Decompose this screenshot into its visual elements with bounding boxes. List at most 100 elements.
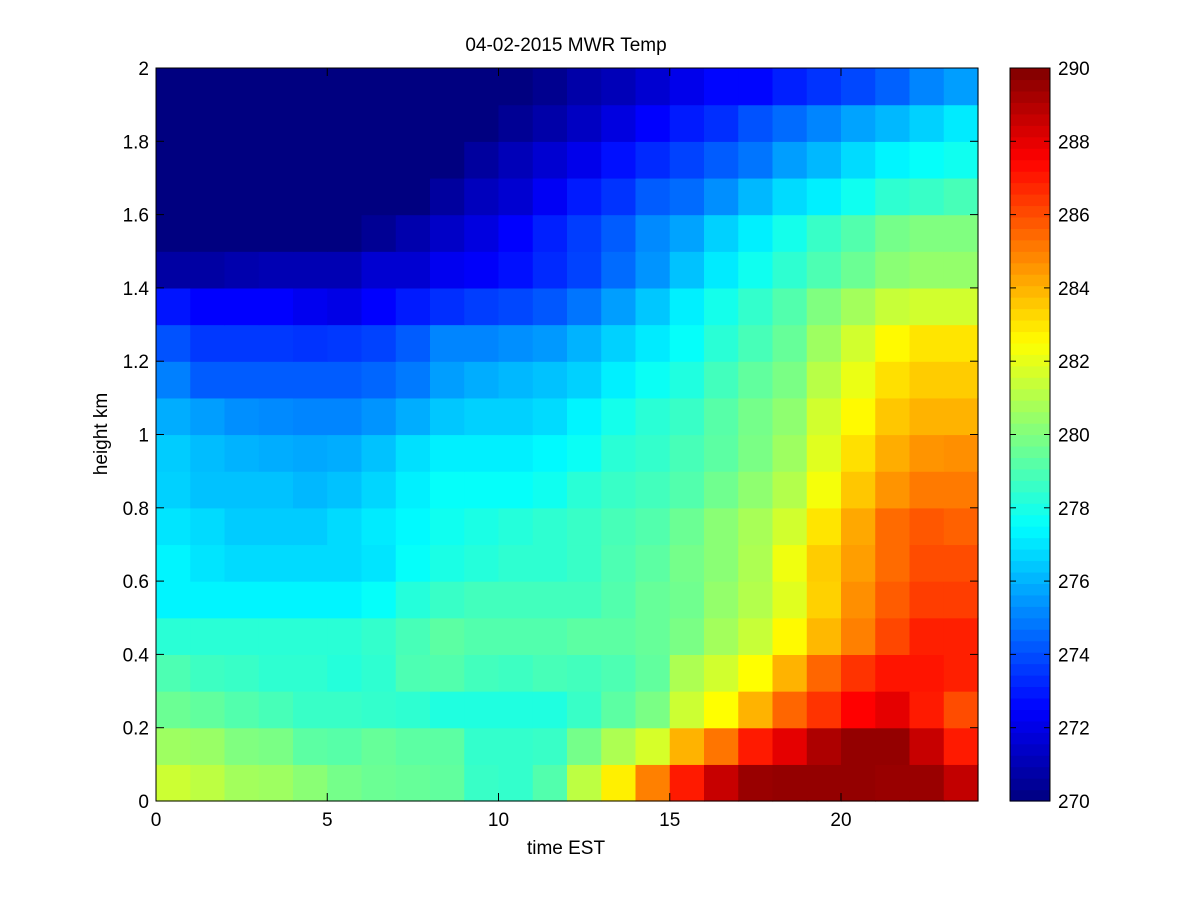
colorbar-band bbox=[1010, 537, 1050, 550]
heatmap-cell bbox=[361, 177, 397, 216]
heatmap-cell bbox=[395, 507, 431, 546]
heatmap-cell bbox=[772, 654, 808, 692]
colorbar-band bbox=[1010, 617, 1050, 630]
heatmap-cell bbox=[738, 104, 774, 142]
heatmap-cell bbox=[430, 68, 465, 106]
heatmap-cell bbox=[498, 617, 534, 655]
heatmap-cell bbox=[327, 397, 363, 436]
colorbar-band bbox=[1010, 205, 1050, 218]
heatmap-cell bbox=[704, 581, 739, 619]
heatmap-cell bbox=[190, 361, 226, 399]
heatmap-cell bbox=[704, 691, 739, 729]
heatmap-cell bbox=[498, 214, 534, 252]
heatmap-cell bbox=[395, 104, 431, 142]
colorbar-band bbox=[1010, 640, 1050, 653]
heatmap-cell bbox=[258, 141, 294, 179]
colorbar-band bbox=[1010, 503, 1050, 516]
heatmap-cell bbox=[293, 251, 328, 289]
heatmap-cell bbox=[395, 764, 431, 802]
heatmap-cell bbox=[909, 214, 945, 252]
heatmap-cell bbox=[601, 691, 637, 729]
heatmap-cell bbox=[395, 324, 431, 362]
heatmap-cell bbox=[635, 507, 671, 546]
heatmap-cell bbox=[532, 324, 568, 362]
x-tick-label: 20 bbox=[830, 810, 851, 831]
heatmap-cell bbox=[635, 691, 671, 729]
heatmap-cell bbox=[464, 287, 500, 326]
heatmap-cell bbox=[875, 214, 911, 252]
heatmap-cell bbox=[224, 397, 260, 436]
heatmap-cell bbox=[464, 177, 500, 216]
heatmap-cell bbox=[772, 287, 808, 326]
heatmap-cell bbox=[601, 177, 637, 216]
heatmap-cell bbox=[875, 654, 911, 692]
heatmap-cell bbox=[156, 434, 191, 472]
heatmap-cell bbox=[909, 287, 945, 326]
heatmap-cell bbox=[156, 251, 191, 289]
heatmap-cell bbox=[464, 507, 500, 546]
heatmap-cell bbox=[327, 434, 363, 472]
heatmap-cell bbox=[498, 764, 534, 802]
heatmap-cell bbox=[430, 727, 465, 765]
heatmap-cell bbox=[395, 361, 431, 399]
heatmap-cell bbox=[395, 397, 431, 436]
heatmap-cell bbox=[258, 68, 294, 106]
colorbar-band bbox=[1010, 239, 1050, 252]
heatmap-cell bbox=[669, 361, 705, 399]
colorbar-band bbox=[1010, 125, 1050, 138]
heatmap-cell bbox=[327, 581, 363, 619]
heatmap-cell bbox=[498, 104, 534, 142]
y-tick-label: 0.8 bbox=[123, 499, 149, 520]
heatmap-cell bbox=[669, 141, 705, 179]
heatmap-cell bbox=[258, 324, 294, 362]
heatmap-cell bbox=[841, 434, 876, 472]
heatmap-cell bbox=[909, 177, 945, 216]
heatmap-cell bbox=[532, 544, 568, 582]
colorbar-band bbox=[1010, 297, 1050, 310]
heatmap-cell bbox=[293, 397, 328, 436]
heatmap-cell bbox=[464, 471, 500, 509]
heatmap-cell bbox=[943, 251, 979, 289]
heatmap-cell bbox=[464, 324, 500, 362]
heatmap-cell bbox=[738, 507, 774, 546]
heatmap-cell bbox=[841, 361, 876, 399]
heatmap-cell bbox=[498, 471, 534, 509]
heatmap-cell bbox=[772, 617, 808, 655]
heatmap-cell bbox=[601, 361, 637, 399]
heatmap-cell bbox=[669, 68, 705, 106]
heatmap-cell bbox=[258, 727, 294, 765]
heatmap-cell bbox=[430, 324, 465, 362]
colorbar-band bbox=[1010, 675, 1050, 688]
heatmap-cell bbox=[806, 727, 842, 765]
heatmap-cell bbox=[635, 324, 671, 362]
heatmap-cell bbox=[875, 324, 911, 362]
heatmap-cell bbox=[738, 177, 774, 216]
heatmap-cell bbox=[841, 251, 876, 289]
heatmap-cell bbox=[635, 141, 671, 179]
heatmap-cell bbox=[601, 68, 637, 106]
colorbar-tick-label: 288 bbox=[1058, 132, 1090, 153]
colorbar-band bbox=[1010, 342, 1050, 355]
colorbar-tick-label: 284 bbox=[1058, 279, 1090, 300]
heatmap-cell bbox=[532, 654, 568, 692]
heatmap-cell bbox=[806, 68, 842, 106]
heatmap-cell bbox=[806, 104, 842, 142]
heatmap-cell bbox=[190, 471, 226, 509]
heatmap-cell bbox=[293, 324, 328, 362]
heatmap-cell bbox=[498, 141, 534, 179]
heatmap-cell bbox=[532, 764, 568, 802]
heatmap-cell bbox=[635, 581, 671, 619]
heatmap-cell bbox=[190, 68, 226, 106]
heatmap-cell bbox=[738, 251, 774, 289]
heatmap-cell bbox=[943, 104, 979, 142]
heatmap-cell bbox=[327, 544, 363, 582]
heatmap-cell bbox=[669, 214, 705, 252]
heatmap-cell bbox=[327, 287, 363, 326]
heatmap-cell bbox=[772, 544, 808, 582]
heatmap-cell bbox=[875, 764, 911, 802]
heatmap-cell bbox=[361, 214, 397, 252]
heatmap-cell bbox=[875, 507, 911, 546]
heatmap-cell bbox=[395, 251, 431, 289]
heatmap-cell bbox=[190, 324, 226, 362]
heatmap-cell bbox=[293, 507, 328, 546]
